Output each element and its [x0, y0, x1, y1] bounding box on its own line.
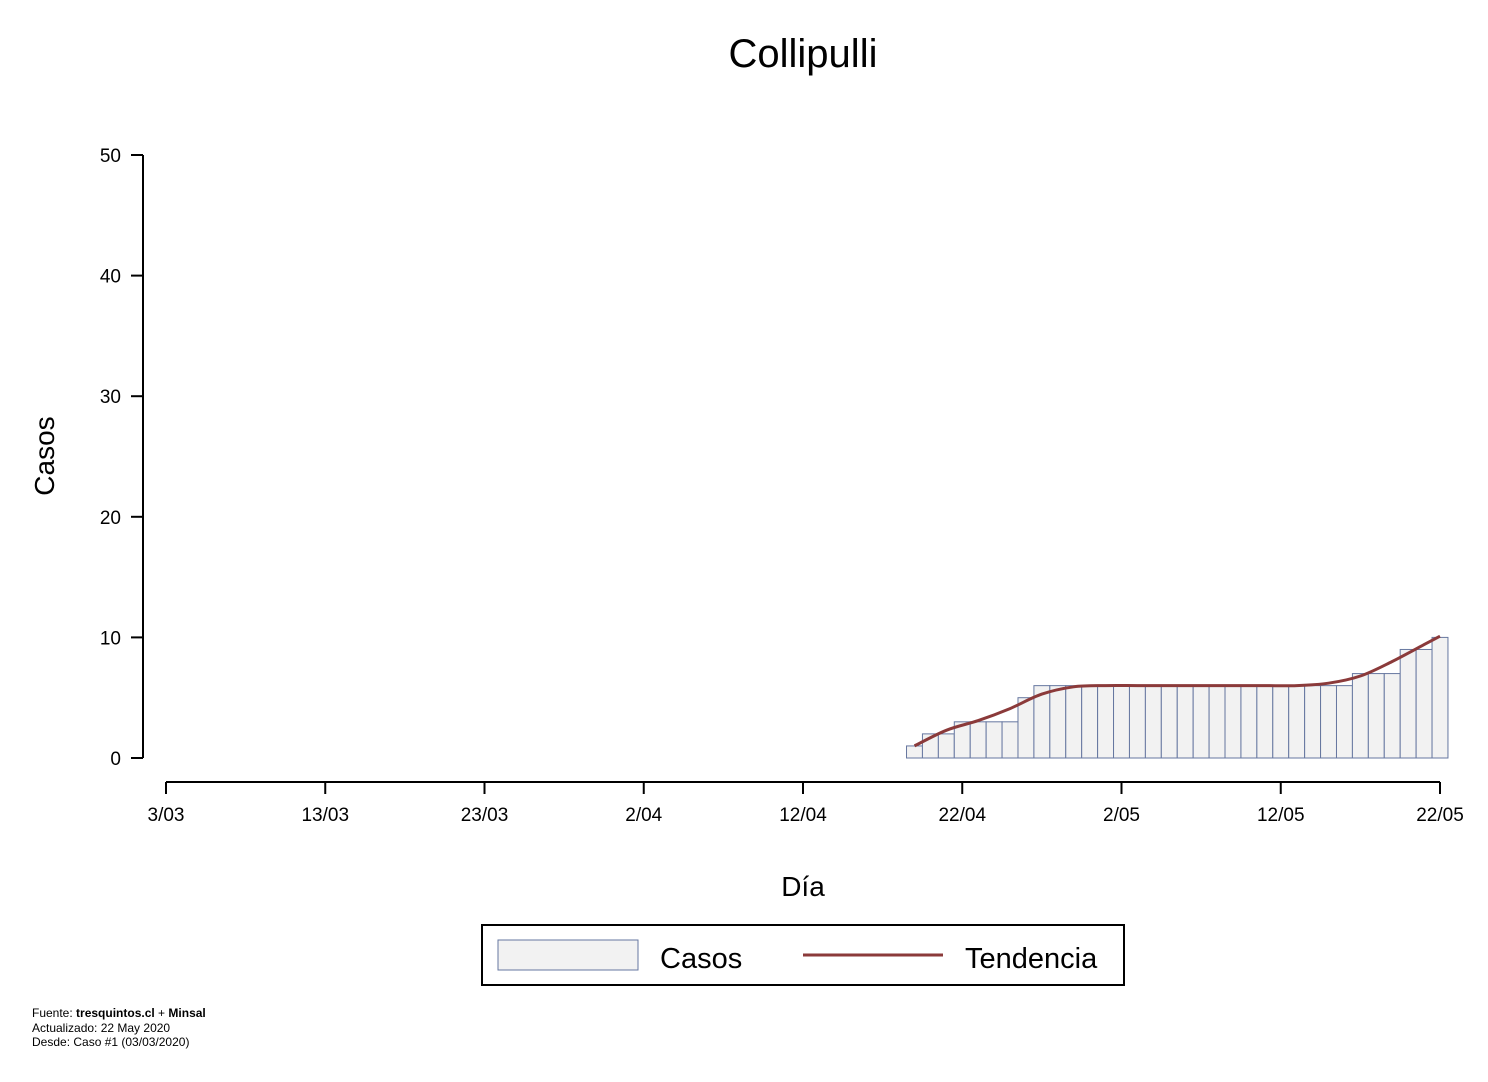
y-tick-label: 30: [100, 387, 121, 408]
footer-source-site: tresquintos.cl: [76, 1006, 155, 1020]
legend-label-casos: Casos: [660, 943, 742, 975]
bar: [1160, 685, 1178, 759]
bar: [1128, 685, 1146, 759]
chart-title: Collipulli: [729, 32, 878, 76]
x-tick-label: 2/05: [1103, 805, 1140, 826]
bar: [1399, 648, 1417, 759]
bar: [1097, 685, 1115, 759]
x-tick-label: 2/04: [625, 805, 662, 826]
y-axis-title: Casos: [29, 416, 60, 495]
x-tick-label: 13/03: [301, 805, 349, 826]
bar: [1415, 648, 1433, 759]
footer-source: Fuente: tresquintos.cl + Minsal: [32, 1006, 206, 1021]
x-tick-label: 22/05: [1416, 805, 1464, 826]
trend-series: [913, 634, 1441, 748]
bar: [1351, 673, 1369, 759]
legend-label-tendencia: Tendencia: [965, 943, 1098, 975]
bar: [969, 721, 987, 759]
bars-series: [906, 636, 1449, 759]
bar: [1081, 685, 1099, 759]
footer-notes: Fuente: tresquintos.cl + Minsal Actualiz…: [32, 1006, 206, 1050]
bar: [1288, 685, 1306, 759]
y-tick-label: 10: [100, 628, 121, 649]
y-tick-label: 0: [110, 749, 121, 770]
x-tick-label: 3/03: [148, 805, 185, 826]
y-tick-label: 50: [100, 146, 121, 167]
bar: [937, 733, 955, 759]
bar: [1192, 685, 1210, 759]
bar: [1256, 685, 1274, 759]
bar: [1367, 673, 1385, 759]
y-tick-label: 40: [100, 267, 121, 288]
bar: [1320, 685, 1337, 759]
bar: [1113, 685, 1130, 759]
x-tick-label: 22/04: [938, 805, 986, 826]
bar: [1431, 636, 1449, 759]
bar: [1049, 685, 1067, 759]
bar: [1335, 685, 1353, 759]
footer-source-prefix: Fuente:: [32, 1006, 77, 1020]
trend-line: [913, 634, 1441, 748]
bar: [1144, 685, 1162, 759]
x-tick-label: 12/04: [779, 805, 827, 826]
footer-source-org: Minsal: [168, 1006, 206, 1020]
legend: Casos Tendencia: [481, 924, 1125, 986]
bar: [1304, 685, 1322, 759]
bar: [1272, 685, 1290, 759]
footer-since: Desde: Caso #1 (03/03/2020): [32, 1035, 190, 1049]
footer-source-join: +: [154, 1006, 169, 1020]
x-axis: 3/03 13/03 23/03 2/04 12/04 22/04 2/05 12/05 22/…: [148, 781, 1464, 826]
footer-updated: Actualizado: 22 May 2020: [32, 1020, 171, 1035]
bar: [906, 745, 923, 759]
bar: [1383, 673, 1401, 759]
x-axis-title: Día: [781, 871, 825, 902]
bar: [1224, 685, 1242, 759]
bar: [1001, 721, 1019, 759]
x-tick-label: 12/05: [1257, 805, 1305, 826]
bar: [1208, 685, 1226, 759]
bar: [1240, 685, 1258, 759]
bar: [1065, 685, 1083, 759]
bar: [985, 721, 1003, 759]
bar: [1176, 685, 1194, 759]
y-axis: 0 10 20 30 40 50: [100, 146, 144, 770]
bar: [1017, 697, 1035, 759]
y-tick-label: 20: [100, 508, 121, 529]
x-tick-label: 23/03: [461, 805, 509, 826]
legend-bar-swatch: [497, 939, 639, 971]
